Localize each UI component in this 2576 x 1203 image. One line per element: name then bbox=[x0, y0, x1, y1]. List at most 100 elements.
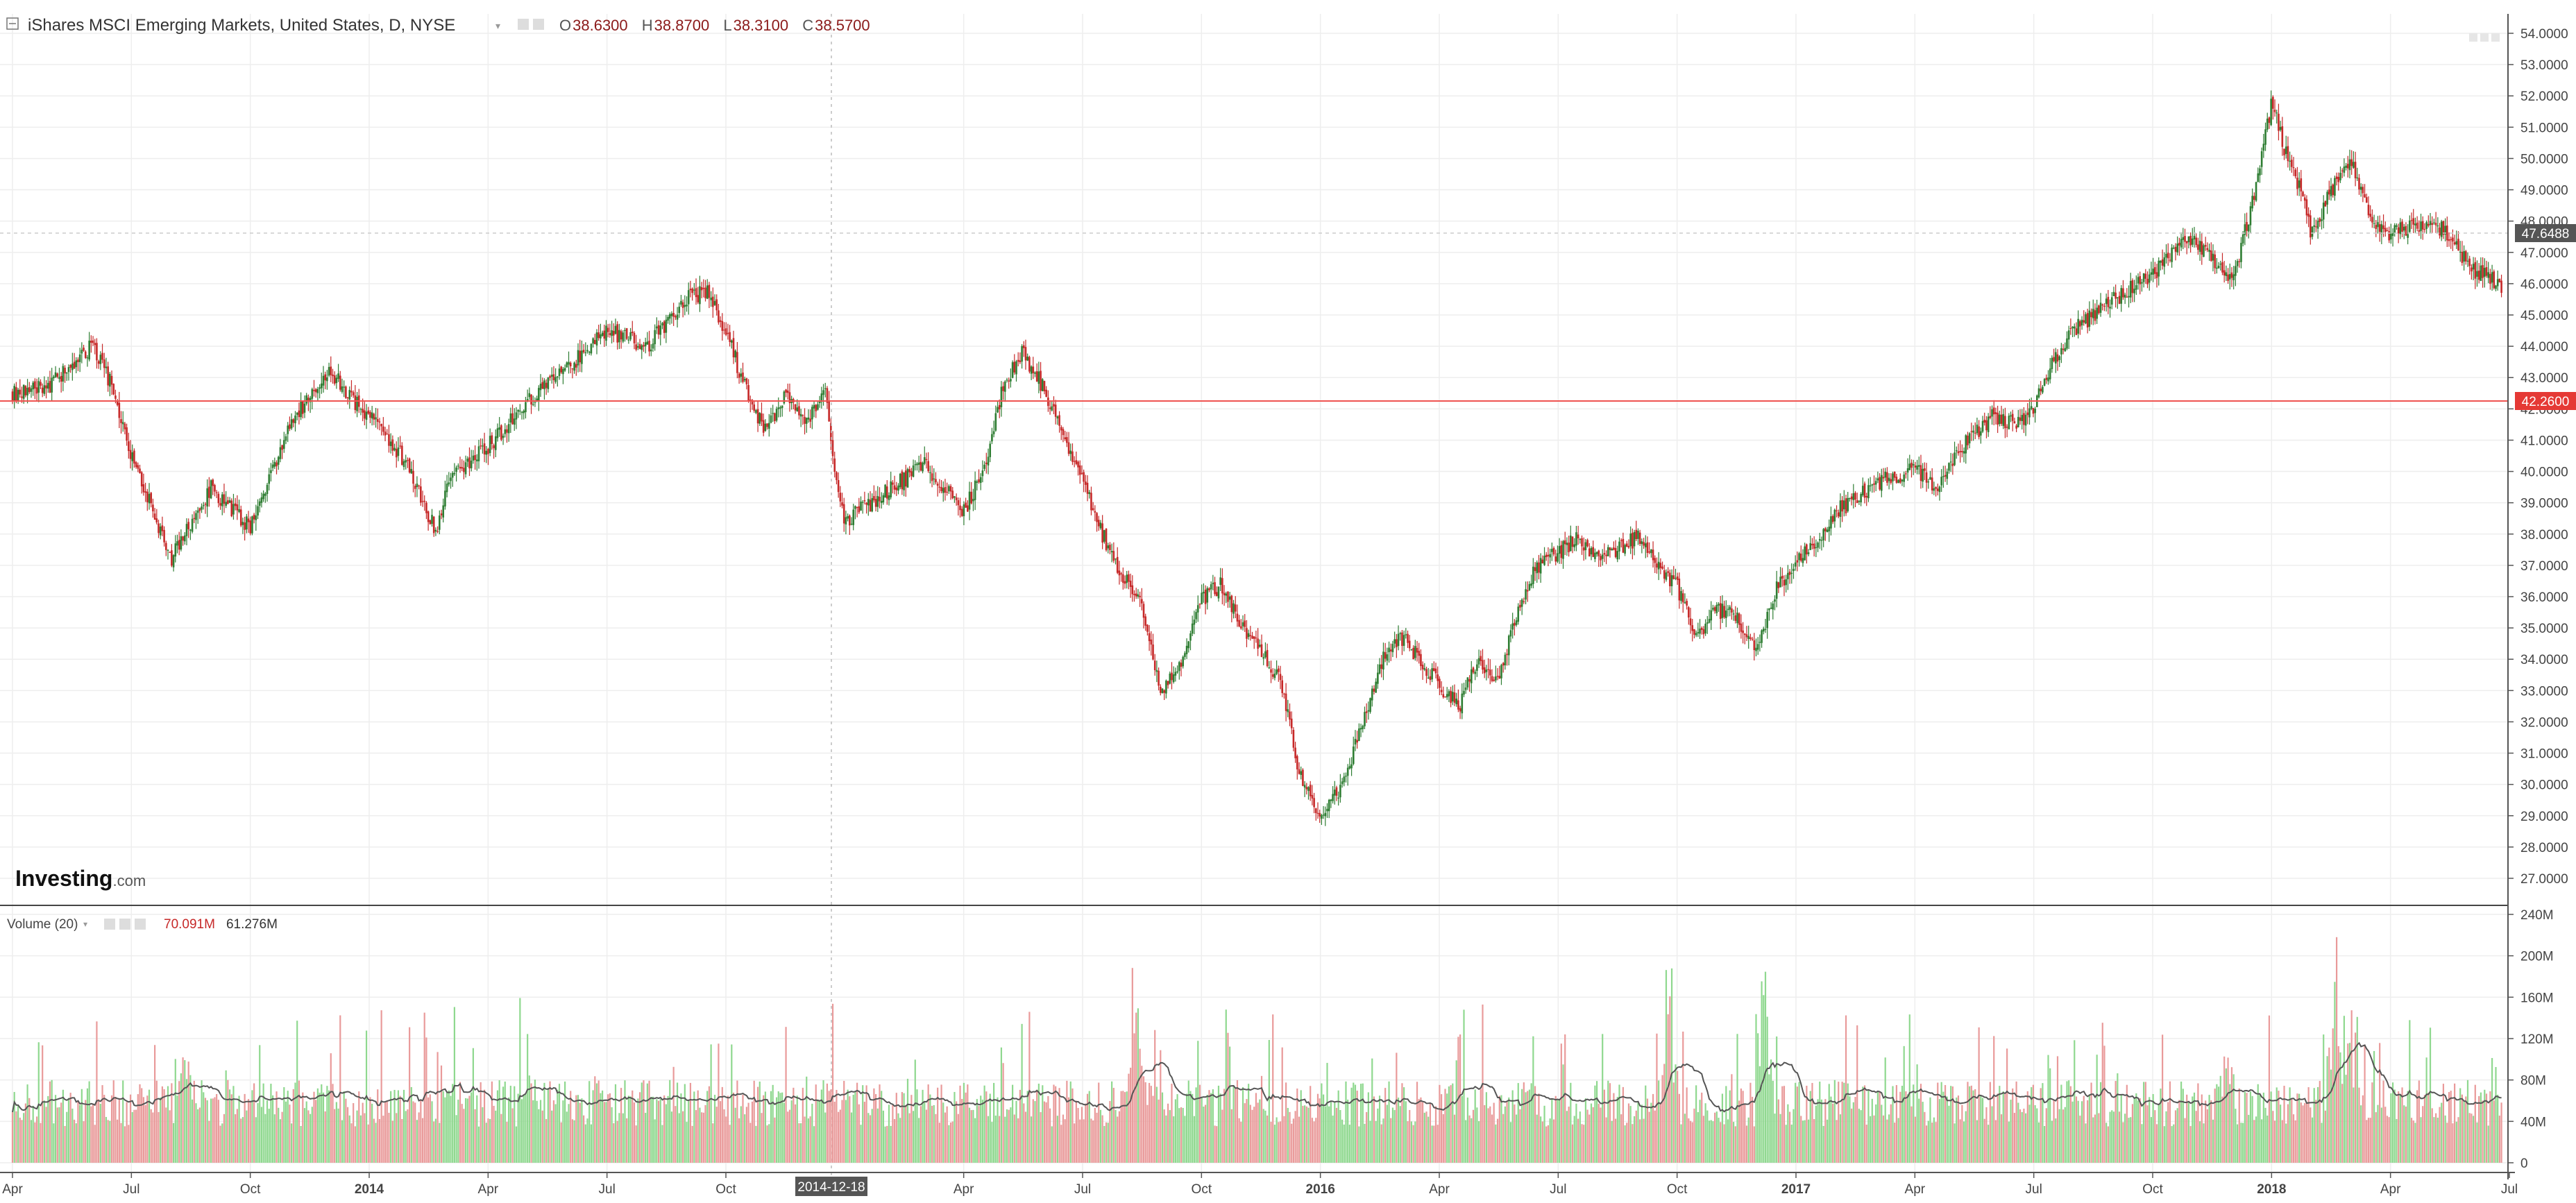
candle-body bbox=[1171, 672, 1173, 681]
volume-settings-icon[interactable] bbox=[104, 919, 115, 930]
candle-body bbox=[1511, 623, 1514, 630]
volume-bar bbox=[2403, 1105, 2405, 1163]
volume-bar bbox=[1161, 1092, 1164, 1163]
volume-bar bbox=[463, 1109, 465, 1163]
candle-body bbox=[2247, 224, 2250, 232]
candle-body bbox=[972, 499, 974, 502]
volume-bar bbox=[1999, 1086, 2001, 1163]
volume-bar bbox=[725, 1116, 727, 1163]
candle-body bbox=[1094, 511, 1096, 513]
volume-bar bbox=[431, 1101, 433, 1163]
volume-bar bbox=[396, 1113, 398, 1163]
candle-body bbox=[2378, 224, 2381, 232]
time-axis[interactable]: Apr Jul Oct 2014 Apr Jul Oct Apr Jul Oct 2016 Apr Ju… bbox=[2, 1172, 2518, 1197]
candle-body bbox=[2062, 348, 2065, 350]
volume-bar bbox=[2439, 1107, 2441, 1163]
volume-bar bbox=[1678, 1093, 1680, 1163]
candle-body bbox=[1196, 605, 1199, 613]
candle-body bbox=[1071, 451, 1074, 462]
volume-bar bbox=[1897, 1118, 1899, 1163]
volume-bar bbox=[1441, 1094, 1443, 1163]
candle-body bbox=[922, 462, 924, 472]
volume-bar bbox=[1770, 1059, 1772, 1163]
candle-body bbox=[2073, 326, 2076, 329]
volume-bar bbox=[586, 1118, 588, 1163]
candle-body bbox=[1185, 645, 1188, 654]
candle-body bbox=[2483, 268, 2486, 277]
volume-bar bbox=[1543, 1105, 1545, 1163]
candle-body bbox=[1974, 432, 1976, 434]
volume-bar bbox=[49, 1081, 51, 1163]
volume-bar bbox=[1347, 1099, 1349, 1163]
candle-body bbox=[1886, 472, 1888, 483]
candle-body bbox=[809, 418, 811, 422]
volume-bar bbox=[2071, 1101, 2074, 1163]
volume-bar bbox=[1229, 1046, 1231, 1163]
pane-controls[interactable] bbox=[2469, 33, 2500, 42]
candle-body bbox=[2034, 409, 2036, 413]
volume-bar bbox=[1182, 1107, 1184, 1163]
volume-bar bbox=[1015, 1100, 1017, 1163]
volume-bar bbox=[332, 1084, 334, 1163]
price-pane[interactable] bbox=[0, 90, 2508, 826]
volume-dropdown-icon[interactable]: ▾ bbox=[83, 919, 87, 929]
volume-bar bbox=[2393, 1089, 2396, 1163]
close-icon[interactable] bbox=[533, 19, 544, 30]
volume-pane[interactable] bbox=[11, 937, 2502, 1163]
settings-icon[interactable] bbox=[518, 19, 529, 30]
symbol-dropdown-icon[interactable]: ▾ bbox=[495, 21, 500, 32]
volume-bar bbox=[480, 1082, 482, 1163]
candle-body bbox=[352, 392, 355, 395]
candle-body bbox=[214, 485, 216, 492]
candle-body bbox=[337, 373, 339, 379]
volume-bar bbox=[88, 1081, 90, 1163]
candle-body bbox=[176, 541, 178, 546]
volume-bar bbox=[364, 1113, 366, 1163]
volume-bar bbox=[1273, 1125, 1276, 1163]
volume-bar bbox=[985, 1091, 988, 1163]
volume-hide-icon[interactable] bbox=[119, 919, 130, 930]
volume-bar bbox=[1019, 1089, 1022, 1163]
volume-bar bbox=[1407, 1121, 1409, 1163]
candle-body bbox=[1032, 366, 1035, 373]
candle-body bbox=[19, 389, 22, 395]
candle-body bbox=[507, 424, 510, 434]
volume-bar bbox=[1130, 1067, 1132, 1163]
volume-bar bbox=[1000, 1047, 1003, 1163]
candle-body bbox=[2450, 239, 2452, 240]
volume-bar bbox=[2124, 1114, 2126, 1163]
candle-body bbox=[1109, 545, 1111, 550]
volume-bar bbox=[174, 1059, 176, 1163]
candle-body bbox=[530, 394, 532, 405]
volume-bar bbox=[2442, 1084, 2445, 1163]
volume-close-icon[interactable] bbox=[135, 919, 146, 930]
candle-body bbox=[343, 386, 345, 388]
candle-body bbox=[1092, 508, 1094, 511]
candle-body bbox=[1761, 630, 1763, 643]
candle-body bbox=[448, 482, 450, 485]
volume-bar bbox=[1788, 1111, 1791, 1163]
volume-bar bbox=[963, 1082, 965, 1163]
volume-bar bbox=[1950, 1086, 1952, 1163]
collapse-icon[interactable] bbox=[6, 17, 19, 30]
volume-bar bbox=[198, 1107, 201, 1163]
volume-bar bbox=[2037, 1122, 2040, 1163]
candle-body bbox=[579, 350, 582, 363]
volume-bar bbox=[1783, 1086, 1786, 1163]
volume-bar bbox=[405, 1111, 407, 1163]
volume-bar bbox=[2223, 1056, 2226, 1163]
volume-bar bbox=[1283, 1116, 1285, 1163]
volume-bar bbox=[1744, 1104, 1746, 1163]
volume-bar bbox=[270, 1084, 272, 1163]
candle-body bbox=[892, 482, 894, 485]
volume-bar bbox=[2010, 1100, 2012, 1163]
volume-bar bbox=[843, 1080, 845, 1163]
candle-body bbox=[1389, 649, 1392, 651]
candle-body bbox=[1153, 660, 1156, 670]
price-axis[interactable]: 27.000028.000029.000030.000031.000032.00… bbox=[2508, 27, 2568, 887]
candle-body bbox=[2081, 319, 2083, 325]
volume-bar bbox=[184, 1060, 186, 1163]
candle-body bbox=[11, 391, 14, 402]
candle-body bbox=[2493, 271, 2496, 289]
